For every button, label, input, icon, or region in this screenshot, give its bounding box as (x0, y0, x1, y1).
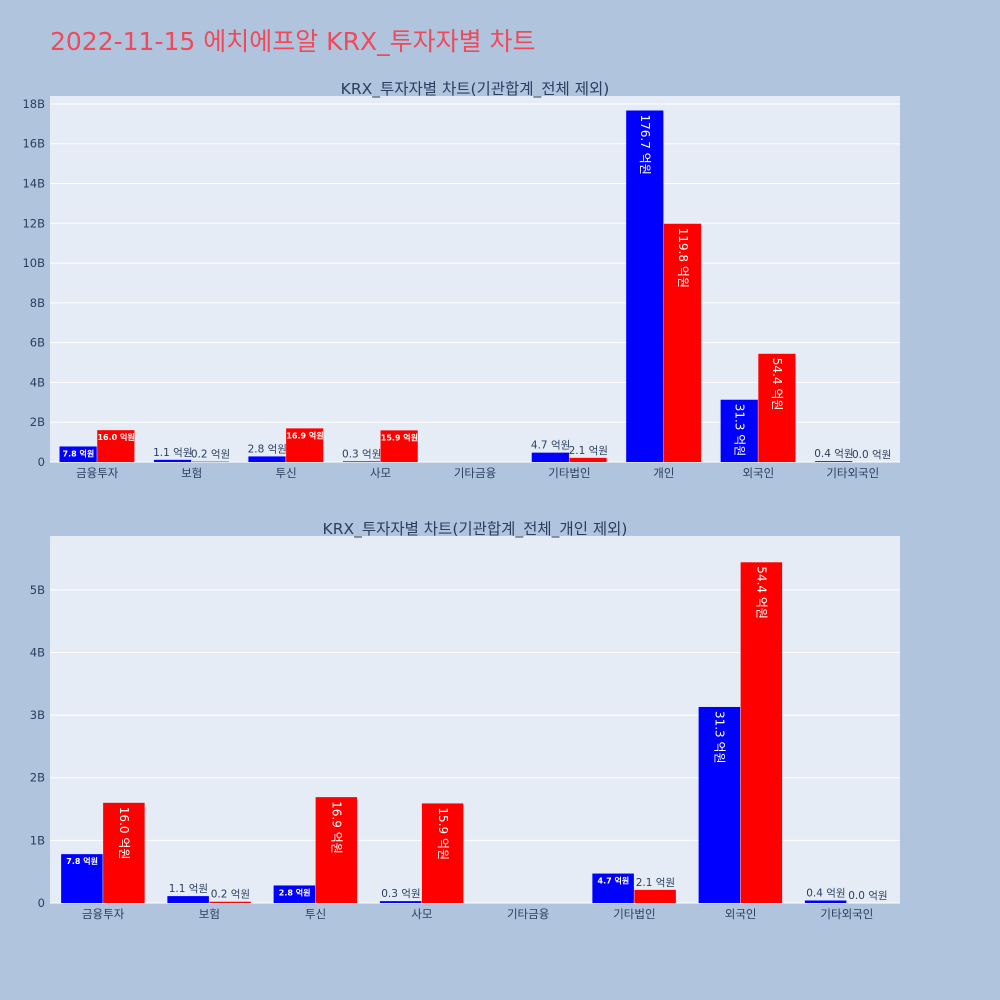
data-label: 2.8 억원 (248, 443, 287, 455)
y-tick-label: 8B (30, 296, 45, 310)
data-label: 0.3 억원 (381, 888, 420, 900)
chart-title: KRX_투자자별 차트(기관합계_전체 제외) (341, 80, 610, 99)
x-tick-label: 기타외국인 (826, 466, 879, 480)
bar (379, 901, 422, 903)
bar (209, 901, 251, 903)
bar (421, 803, 464, 903)
x-tick-label: 외국인 (725, 907, 757, 921)
x-tick-label: 기타금융 (454, 466, 496, 480)
page-title: 2022-11-15 에치에프알 KRX_투자자별 차트 (50, 27, 536, 56)
data-label: 0.2 억원 (191, 449, 230, 461)
data-label: 31.3 억원 (732, 404, 746, 457)
data-label: 0.2 억원 (211, 889, 250, 901)
bar (380, 430, 418, 462)
x-tick-label: 사모 (370, 466, 391, 480)
x-tick-label: 기타외국인 (820, 907, 873, 921)
data-label: 54.4 억원 (770, 358, 784, 411)
y-tick-label: 2B (30, 415, 45, 429)
y-tick-label: 1B (30, 833, 45, 847)
bar (815, 461, 853, 462)
bar (273, 885, 316, 903)
bar (167, 896, 209, 903)
x-tick-label: 기타법인 (613, 907, 655, 921)
y-tick-label: 6B (30, 336, 45, 350)
bar (740, 562, 783, 903)
bar (59, 446, 97, 462)
bar (342, 461, 381, 462)
data-label: 1.1 억원 (153, 447, 192, 459)
x-tick-label: 개인 (653, 466, 674, 480)
data-label: 2.1 억원 (569, 445, 608, 457)
data-label: 31.3 억원 (713, 711, 727, 764)
bar (626, 110, 664, 462)
bar (720, 399, 758, 462)
bar (634, 889, 676, 903)
y-tick-label: 5B (30, 583, 45, 597)
data-label: 0.0 억원 (848, 890, 887, 902)
x-tick-label: 기타법인 (548, 466, 590, 480)
x-tick-label: 외국인 (742, 466, 774, 480)
y-tick-label: 3B (30, 708, 45, 722)
x-tick-label: 투신 (276, 466, 297, 480)
data-label: 0.4 억원 (814, 448, 853, 460)
bar (153, 459, 192, 462)
x-tick-label: 금융투자 (82, 907, 125, 921)
data-label: 4.7 억원 (531, 440, 570, 452)
data-label: 16.9 억원 (286, 430, 323, 440)
x-tick-label: 보험 (199, 907, 220, 921)
y-tick-label: 14B (22, 177, 45, 191)
x-tick-label: 금융투자 (76, 466, 119, 480)
bar (103, 802, 145, 903)
data-label: 176.7 억원 (638, 115, 652, 175)
y-tick-label: 10B (22, 256, 45, 270)
bar (97, 430, 135, 462)
data-label: 7.8 억원 (66, 856, 98, 866)
data-label: 15.9 억원 (381, 432, 418, 442)
bar (804, 900, 847, 903)
bar (61, 854, 103, 903)
data-label: 4.7 억원 (598, 876, 630, 886)
data-label: 16.0 억원 (117, 807, 131, 860)
data-label: 0.0 억원 (852, 449, 891, 461)
bar (698, 706, 741, 903)
bar (663, 223, 702, 462)
data-label: 119.8 억원 (676, 228, 690, 288)
chart-title: KRX_투자자별 차트(기관합계_전체_개인 제외) (323, 520, 628, 539)
data-label: 16.9 억원 (330, 801, 344, 854)
x-tick-label: 보험 (181, 466, 202, 480)
data-label: 16.0 억원 (97, 432, 134, 442)
data-label: 0.4 억원 (806, 887, 845, 899)
y-tick-label: 4B (30, 375, 45, 389)
y-tick-label: 12B (22, 216, 45, 230)
bar (315, 797, 358, 903)
data-label: 1.1 억원 (169, 883, 208, 895)
bar (248, 456, 286, 462)
data-label: 15.9 억원 (436, 807, 450, 860)
x-tick-label: 투신 (305, 907, 326, 921)
data-label: 2.8 억원 (279, 887, 311, 897)
y-tick-label: 0 (38, 896, 45, 910)
x-tick-label: 사모 (411, 907, 432, 921)
y-tick-label: 4B (30, 645, 45, 659)
bar (286, 428, 324, 462)
y-tick-label: 2B (30, 771, 45, 785)
data-label: 54.4 억원 (755, 566, 769, 619)
y-tick-label: 16B (22, 137, 45, 151)
data-label: 2.1 억원 (636, 877, 675, 889)
x-tick-label: 기타금융 (507, 907, 549, 921)
y-tick-label: 18B (22, 97, 45, 111)
data-label: 0.3 억원 (342, 448, 381, 460)
bar (531, 452, 569, 462)
y-tick-label: 0 (38, 455, 45, 469)
data-label: 7.8 억원 (63, 448, 95, 458)
bar (569, 457, 607, 462)
bar (592, 873, 634, 903)
bar (758, 353, 796, 462)
